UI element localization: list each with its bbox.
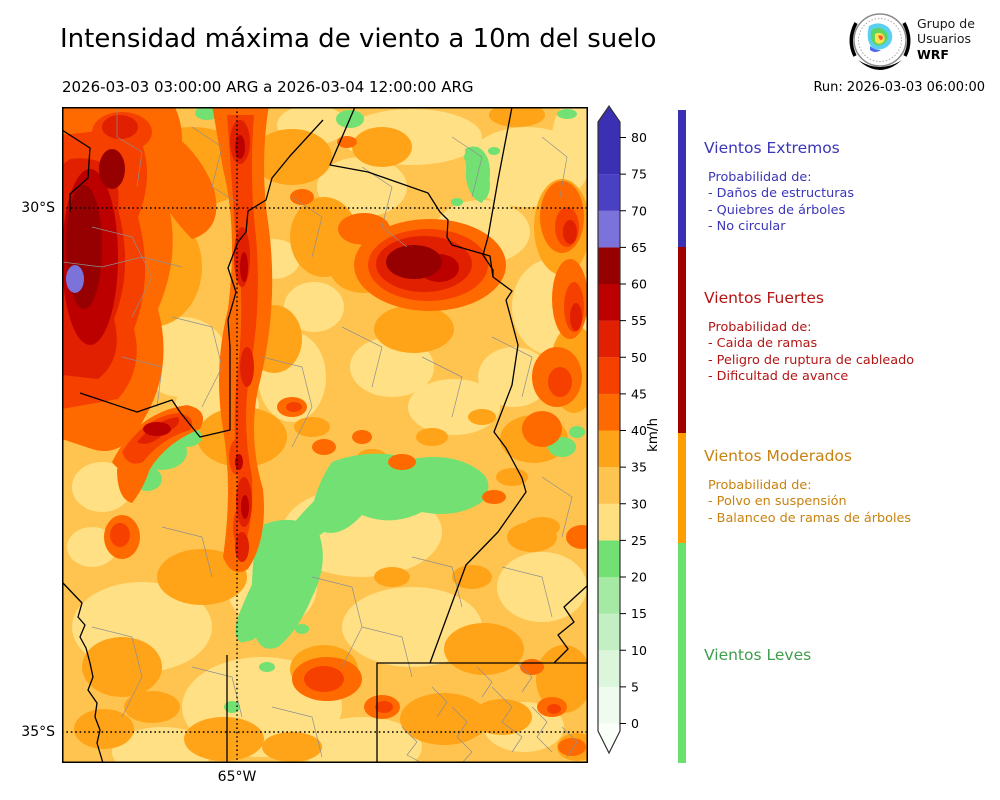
colorbar-tick-label: 60 — [631, 277, 647, 292]
colorbar-segment — [598, 650, 620, 687]
legend-severity-bar — [678, 110, 686, 763]
legend-category-title: Vientos Moderados — [704, 447, 852, 465]
colorbar: 0 5 10 15 20 25 30 35 40 45 50 55 60 65 70 75 80 km/h — [597, 104, 661, 755]
colorbar-segment — [598, 613, 620, 651]
colorbar-tick-label: 70 — [631, 203, 647, 218]
legend-category: Vientos Fuertes Probabilidad de: - Caida d… — [704, 289, 996, 385]
colorbar-over-arrow — [598, 106, 620, 138]
colorbar-tick-label: 80 — [631, 130, 647, 145]
colorbar-segment — [598, 247, 620, 285]
lat-label-30s: 30°S — [21, 200, 55, 216]
legend-category-items: Probabilidad de: - Daños de estructuras - … — [708, 170, 854, 234]
colorbar-under-arrow — [598, 723, 620, 753]
graticule-dotted-lines — [62, 107, 588, 763]
legend-category-title: Vientos Extremos — [704, 139, 840, 157]
colorbar-unit-label: km/h — [645, 418, 661, 452]
colorbar-tick-label: 50 — [631, 350, 647, 365]
wrf-logo: Grupo de Usuarios WRF — [849, 13, 975, 70]
model-run-label: Run: 2026-03-03 06:00:00 — [813, 80, 985, 95]
lon-label-65w: 65°W — [217, 769, 257, 785]
colorbar-segment — [598, 210, 620, 248]
legend-category: Vientos Moderados Probabilidad de: - Polvo… — [704, 447, 996, 527]
colorbar-outline — [597, 104, 621, 755]
colorbar-segment — [598, 467, 620, 504]
severity-bar-segment — [678, 247, 686, 433]
colorbar-tick-label: 45 — [631, 386, 647, 401]
page-title: Intensidad máxima de viento a 10m del su… — [60, 24, 657, 54]
colorbar-tick-label: 35 — [631, 460, 647, 475]
colorbar-tick-label: 40 — [631, 423, 647, 438]
colorbar-segment — [598, 503, 620, 541]
colorbar-segment — [598, 393, 620, 431]
colorbar-segment — [598, 540, 620, 578]
colorbar-segment — [598, 357, 620, 394]
colorbar-segment — [598, 577, 620, 614]
lat-label-35s: 35°S — [21, 724, 55, 740]
colorbar-tick-label: 5 — [631, 679, 639, 694]
colorbar-segment — [598, 430, 620, 468]
logo-line-3: WRF — [917, 47, 949, 62]
logo-line-1: Grupo de — [917, 16, 975, 31]
colorbar-segment — [598, 284, 620, 321]
colorbar-tick-label: 15 — [631, 606, 647, 621]
severity-bar-segment — [678, 110, 686, 247]
forecast-date-range: 2026-03-03 03:00:00 ARG a 2026-03-04 12:… — [62, 78, 474, 96]
colorbar-tick-label: 65 — [631, 240, 647, 255]
colorbar-tick-label: 20 — [631, 570, 647, 585]
province-borders — [62, 107, 588, 763]
colorbar-tick-label: 10 — [631, 643, 647, 658]
legend-category: Vientos Leves — [704, 646, 996, 677]
colorbar-tick-label: 55 — [631, 313, 647, 328]
logo-line-2: Usuarios — [917, 31, 971, 46]
legend-category: Vientos Extremos Probabilidad de: - Daños … — [704, 139, 996, 235]
severity-bar-segment — [678, 433, 686, 543]
severity-bar-segment — [678, 543, 686, 763]
colorbar-segment — [598, 320, 620, 358]
colorbar-segment — [598, 137, 620, 175]
map-frame — [62, 107, 588, 763]
colorbar-segment — [598, 174, 620, 211]
globe-icon — [849, 13, 911, 70]
legend-category-title: Vientos Fuertes — [704, 289, 824, 307]
legend-category-items: Probabilidad de: - Polvo en suspensión - B… — [708, 478, 912, 526]
wind-intensity-map — [62, 107, 588, 763]
map-fill-extreme-blue-spot — [66, 265, 84, 293]
department-borders — [62, 107, 578, 763]
map-fill-green-20-25 — [114, 107, 585, 713]
colorbar-segment — [598, 686, 620, 724]
colorbar-tick-label: 30 — [631, 496, 647, 511]
legend-category-items: Probabilidad de: - Caida de ramas - Peligr… — [708, 320, 915, 384]
colorbar-tick-label: 0 — [631, 716, 639, 731]
legend-category-title: Vientos Leves — [704, 646, 812, 664]
colorbar-tick-label: 75 — [631, 167, 647, 182]
colorbar-tick-label: 25 — [631, 533, 647, 548]
